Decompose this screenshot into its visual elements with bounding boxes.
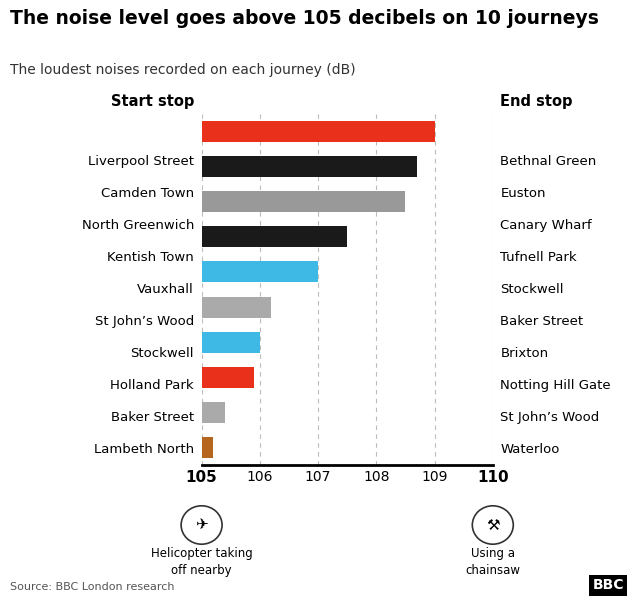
Text: ✈: ✈ bbox=[195, 517, 208, 533]
Text: Holland Park: Holland Park bbox=[110, 379, 194, 392]
Text: North Greenwich: North Greenwich bbox=[81, 219, 194, 232]
Text: End stop: End stop bbox=[500, 94, 573, 109]
Text: Vauxhall: Vauxhall bbox=[137, 283, 194, 296]
Text: Euston: Euston bbox=[500, 187, 546, 200]
Text: The loudest noises recorded on each journey (dB): The loudest noises recorded on each jour… bbox=[10, 63, 355, 77]
Bar bbox=[202, 296, 271, 317]
Text: ⚒: ⚒ bbox=[486, 517, 500, 533]
Text: Lambeth North: Lambeth North bbox=[94, 443, 194, 455]
Bar bbox=[202, 226, 348, 247]
Text: Baker Street: Baker Street bbox=[500, 315, 584, 328]
Text: Camden Town: Camden Town bbox=[100, 187, 194, 200]
Bar bbox=[202, 437, 213, 458]
Bar bbox=[202, 262, 318, 283]
Text: Baker Street: Baker Street bbox=[111, 410, 194, 424]
Text: Brixton: Brixton bbox=[500, 347, 548, 360]
Text: Tufnell Park: Tufnell Park bbox=[500, 251, 577, 264]
Text: Stockwell: Stockwell bbox=[500, 283, 564, 296]
Text: Helicopter taking
off nearby: Helicopter taking off nearby bbox=[151, 547, 252, 577]
Text: Waterloo: Waterloo bbox=[500, 443, 560, 455]
Text: BBC: BBC bbox=[593, 578, 624, 592]
Text: Kentish Town: Kentish Town bbox=[107, 251, 194, 264]
Text: St John’s Wood: St John’s Wood bbox=[95, 315, 194, 328]
Text: Bethnal Green: Bethnal Green bbox=[500, 155, 596, 169]
Text: Source: BBC London research: Source: BBC London research bbox=[10, 582, 174, 592]
Bar bbox=[202, 121, 435, 142]
Text: Liverpool Street: Liverpool Street bbox=[88, 155, 194, 169]
Text: Stockwell: Stockwell bbox=[131, 347, 194, 360]
Text: The noise level goes above 105 decibels on 10 journeys: The noise level goes above 105 decibels … bbox=[10, 9, 598, 28]
Text: Start stop: Start stop bbox=[111, 94, 194, 109]
Bar bbox=[202, 191, 406, 212]
Bar bbox=[202, 402, 225, 423]
Text: St John’s Wood: St John’s Wood bbox=[500, 410, 600, 424]
Text: Notting Hill Gate: Notting Hill Gate bbox=[500, 379, 611, 392]
Text: Using a
chainsaw: Using a chainsaw bbox=[465, 547, 520, 577]
Bar bbox=[202, 156, 417, 177]
Text: Canary Wharf: Canary Wharf bbox=[500, 219, 592, 232]
Bar bbox=[202, 332, 260, 353]
Bar bbox=[202, 367, 254, 388]
